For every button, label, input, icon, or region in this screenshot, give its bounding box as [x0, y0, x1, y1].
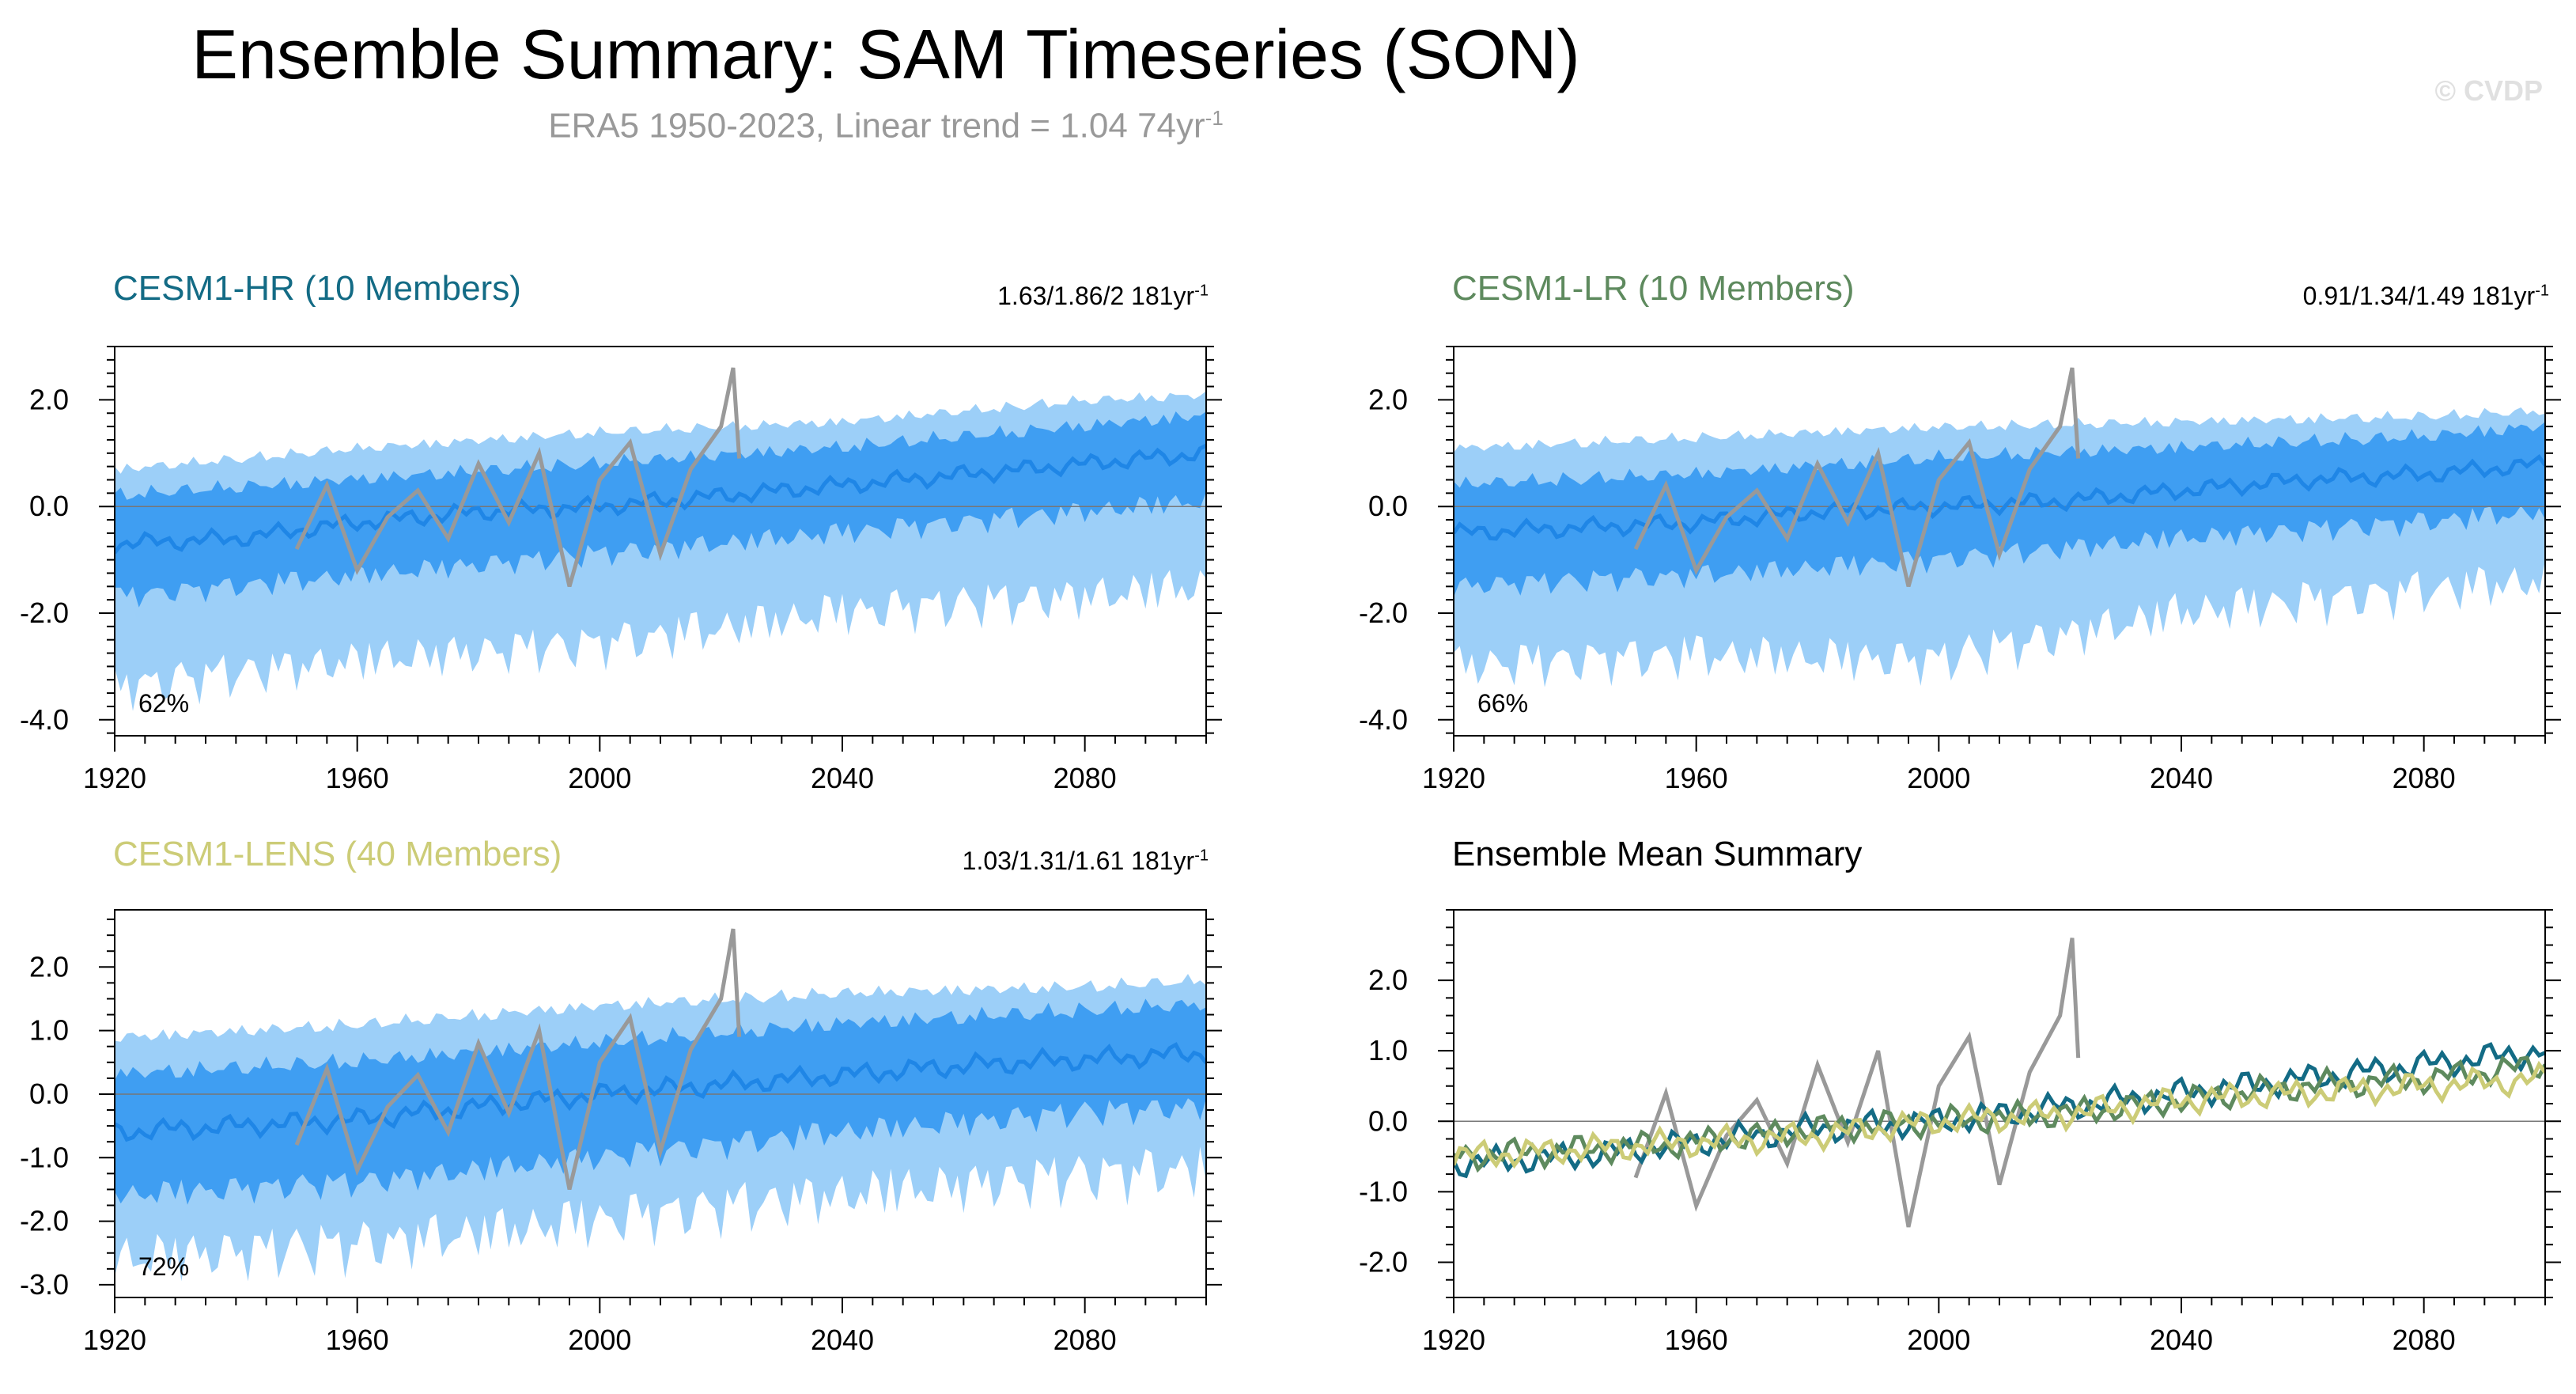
panel-stats-cesm1-hr: 1.63/1.86/2 181yr-1	[791, 282, 1209, 311]
panel-stats-cesm1-lens: 1.03/1.31/1.61 181yr-1	[791, 847, 1209, 876]
x-tick-label: 2000	[1907, 762, 1970, 794]
series-line-observations	[1633, 938, 2081, 1228]
y-tick-label: 2.0	[1368, 964, 1408, 996]
x-tick-label: 2040	[2150, 1324, 2213, 1356]
x-tick-label: 1920	[1422, 762, 1485, 794]
y-tick-label: -4.0	[20, 703, 69, 736]
panel-title-cesm1-lr: CESM1-LR (10 Members)	[1452, 269, 1855, 308]
x-tick-label: 1960	[1665, 762, 1728, 794]
y-tick-label: -2.0	[1359, 1245, 1408, 1278]
y-tick-label: 2.0	[29, 950, 69, 983]
series-line-cesm1-lr	[1454, 1055, 2545, 1173]
percent-label: 62%	[138, 689, 189, 718]
series-line-cesm1-hr	[1454, 1042, 2545, 1179]
plot-area	[1454, 367, 2545, 688]
inner-spread-band	[115, 411, 1206, 608]
y-tick-label: -1.0	[1359, 1175, 1408, 1207]
inner-spread-band	[115, 998, 1206, 1205]
y-tick-label: 0.0	[29, 490, 69, 522]
ensemble-mean-line	[115, 443, 1206, 555]
series-line-cesm1-lens	[1454, 1060, 2545, 1169]
stats-text: 1.03/1.31/1.61 181yr	[962, 847, 1195, 875]
x-tick-label: 2080	[1053, 762, 1117, 794]
x-tick-label: 1960	[326, 762, 389, 794]
panel-title-ensemble-mean: Ensemble Mean Summary	[1452, 835, 1863, 873]
plot-area	[115, 928, 1206, 1282]
y-tick-label: -2.0	[20, 1205, 69, 1237]
y-tick-label: 1.0	[1368, 1034, 1408, 1066]
chart-title: Ensemble Summary: SAM Timeseries (SON)	[191, 15, 1580, 93]
y-tick-label: 1.0	[29, 1014, 69, 1047]
percent-label: 72%	[138, 1252, 189, 1281]
x-tick-label: 2040	[811, 762, 874, 794]
observations-line	[294, 928, 742, 1191]
stats-text: 1.63/1.86/2 181yr	[997, 282, 1195, 310]
stats-exponent: -1	[1194, 282, 1209, 300]
panel-title-cesm1-lens: CESM1-LENS (40 Members)	[113, 835, 562, 873]
y-tick-label: 2.0	[1368, 383, 1408, 415]
y-tick-label: -1.0	[20, 1141, 69, 1173]
y-tick-label: 0.0	[29, 1078, 69, 1110]
subtitle-text: ERA5 1950-2023, Linear trend = 1.04 74yr	[548, 106, 1205, 146]
x-tick-label: 2080	[2393, 762, 2456, 794]
stats-exponent: -1	[2535, 282, 2549, 300]
x-tick-label: 1920	[1422, 1324, 1485, 1356]
y-tick-label: -3.0	[20, 1268, 69, 1301]
x-tick-label: 2080	[1053, 1324, 1117, 1356]
stats-exponent: -1	[1194, 847, 1209, 865]
x-tick-label: 2000	[1907, 1324, 1970, 1356]
x-tick-label: 2040	[2150, 762, 2213, 794]
watermark: © CVDP	[2434, 74, 2543, 107]
y-tick-label: 2.0	[29, 383, 69, 415]
observations-line	[294, 367, 742, 587]
y-tick-label: 0.0	[1368, 490, 1408, 522]
x-tick-label: 1960	[326, 1324, 389, 1356]
percent-label: 66%	[1477, 689, 1528, 718]
y-tick-label: 0.0	[1368, 1104, 1408, 1137]
chart-panel-2: 1920 1960 2000 2040 2080 -3.0 -2.0 -1.0 0.0 1.0 2.…	[20, 909, 1222, 1356]
observations-line	[1633, 367, 2081, 587]
plot-area	[115, 367, 1206, 711]
x-tick-label: 1960	[1665, 1324, 1728, 1356]
x-tick-label: 1920	[83, 1324, 146, 1356]
panel-stats-cesm1-lr: 0.91/1.34/1.49 181yr-1	[2135, 282, 2549, 311]
chart-panel-1: 1920 1960 2000 2040 2080 -4.0 -2.0 0.0 2.0 66%	[1359, 346, 2561, 794]
chart-subtitle: ERA5 1950-2023, Linear trend = 1.04 74yr…	[0, 106, 1772, 146]
ensemble-mean-line	[1454, 454, 2545, 541]
plot-area	[1454, 938, 2545, 1228]
x-tick-label: 1920	[83, 762, 146, 794]
x-tick-label: 2000	[568, 762, 631, 794]
y-tick-label: -4.0	[1359, 703, 1408, 736]
chart-panel-0: 1920 1960 2000 2040 2080 -4.0 -2.0 0.0 2.0 62%	[20, 346, 1222, 794]
panel-title-cesm1-hr: CESM1-HR (10 Members)	[113, 269, 521, 308]
y-tick-label: -2.0	[20, 597, 69, 629]
y-tick-label: -2.0	[1359, 597, 1408, 629]
inner-spread-band	[1454, 422, 2545, 597]
x-tick-label: 2040	[811, 1324, 874, 1356]
stats-text: 0.91/1.34/1.49 181yr	[2302, 282, 2536, 310]
subtitle-exponent: -1	[1205, 106, 1224, 130]
x-tick-label: 2080	[2393, 1324, 2456, 1356]
x-tick-label: 2000	[568, 1324, 631, 1356]
ensemble-mean-line	[115, 1042, 1206, 1142]
chart-panel-3: 1920 1960 2000 2040 2080 -2.0 -1.0 0.0 1.0 2.0	[1359, 909, 2561, 1356]
